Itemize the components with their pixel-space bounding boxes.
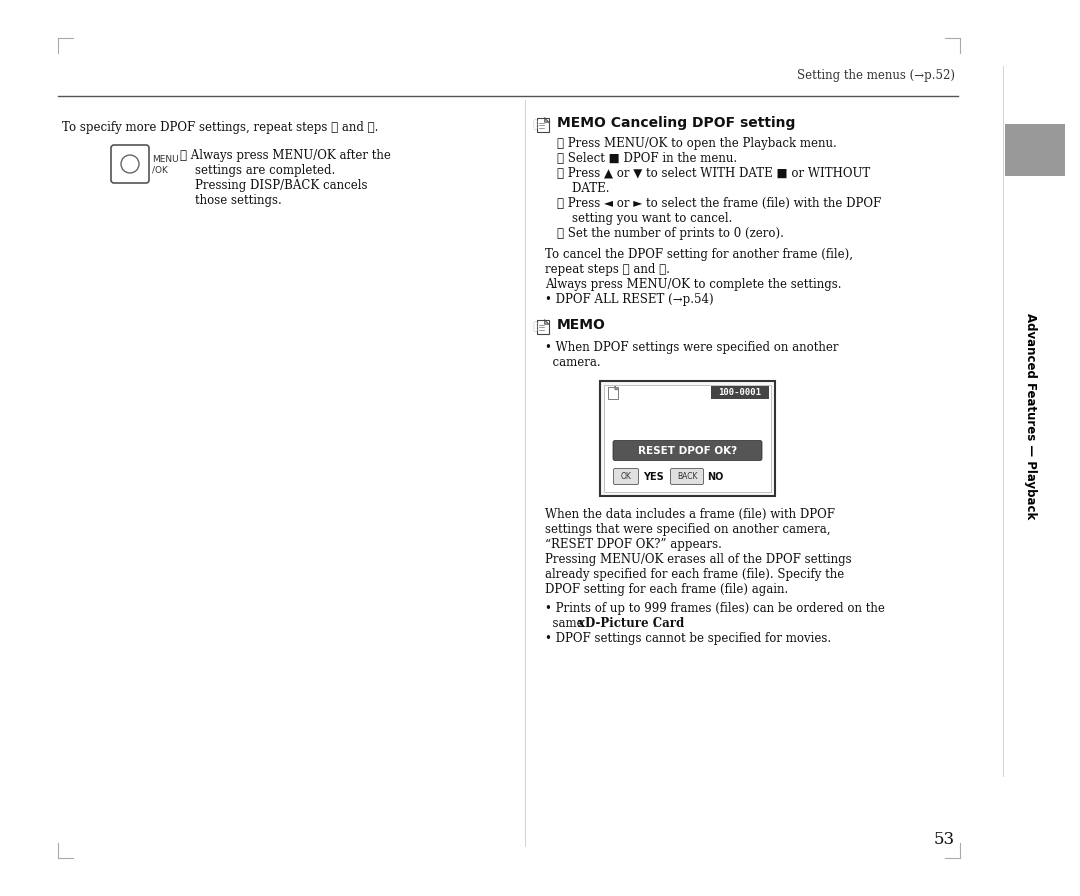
Polygon shape	[615, 386, 618, 390]
Text: MEMO: MEMO	[557, 318, 606, 332]
Text: .: .	[653, 616, 657, 630]
Text: those settings.: those settings.	[180, 194, 282, 207]
Text: RESET DPOF OK?: RESET DPOF OK?	[638, 445, 737, 455]
Text: Setting the menus (→p.52): Setting the menus (→p.52)	[797, 69, 955, 82]
Circle shape	[534, 325, 537, 328]
Text: /OK: /OK	[152, 166, 167, 175]
Text: YES: YES	[643, 471, 664, 481]
Bar	[600, 381, 775, 495]
Polygon shape	[544, 320, 549, 324]
Text: ② Select ■ DPOF in the menu.: ② Select ■ DPOF in the menu.	[557, 152, 738, 165]
Text: 100-0001: 100-0001	[718, 387, 761, 397]
Text: 53: 53	[934, 831, 955, 848]
Text: • DPOF settings cannot be specified for movies.: • DPOF settings cannot be specified for …	[545, 632, 832, 644]
FancyBboxPatch shape	[613, 469, 638, 485]
Text: same: same	[545, 616, 588, 630]
Text: “RESET DPOF OK?” appears.: “RESET DPOF OK?” appears.	[545, 538, 721, 550]
Text: DPOF setting for each frame (file) again.: DPOF setting for each frame (file) again…	[545, 582, 788, 596]
FancyBboxPatch shape	[613, 441, 762, 461]
Text: ③ Press ▲ or ▼ to select WITH DATE ■ or WITHOUT: ③ Press ▲ or ▼ to select WITH DATE ■ or …	[557, 167, 870, 180]
Bar	[537, 118, 549, 132]
Text: Pressing MENU/OK erases all of the DPOF settings: Pressing MENU/OK erases all of the DPOF …	[545, 553, 852, 565]
Text: setting you want to cancel.: setting you want to cancel.	[557, 212, 732, 225]
Text: BACK: BACK	[677, 472, 698, 481]
Text: ④ Press ◄ or ► to select the frame (file) with the DPOF: ④ Press ◄ or ► to select the frame (file…	[557, 197, 881, 210]
Text: To specify more DPOF settings, repeat steps ① and ②.: To specify more DPOF settings, repeat st…	[62, 121, 378, 134]
Text: settings are completed.: settings are completed.	[180, 164, 335, 177]
Bar	[537, 320, 549, 334]
Bar	[711, 385, 769, 399]
Text: Pressing DISP/BACK cancels: Pressing DISP/BACK cancels	[180, 179, 367, 192]
Text: xD-Picture Card: xD-Picture Card	[578, 616, 684, 630]
Text: When the data includes a frame (file) with DPOF: When the data includes a frame (file) wi…	[545, 507, 835, 521]
Bar	[604, 384, 771, 492]
Text: camera.: camera.	[545, 356, 600, 368]
Bar	[608, 386, 618, 399]
Text: ③ Always press MENU/OK after the: ③ Always press MENU/OK after the	[180, 149, 391, 162]
Text: settings that were specified on another camera,: settings that were specified on another …	[545, 522, 831, 536]
Text: already specified for each frame (file). Specify the: already specified for each frame (file).…	[545, 567, 845, 581]
Circle shape	[534, 120, 537, 123]
Circle shape	[534, 322, 537, 325]
Circle shape	[534, 328, 537, 332]
Circle shape	[534, 126, 537, 129]
Text: To cancel the DPOF setting for another frame (file),: To cancel the DPOF setting for another f…	[545, 248, 853, 261]
Text: Always press MENU/OK to complete the settings.: Always press MENU/OK to complete the set…	[545, 278, 841, 291]
Text: • Prints of up to 999 frames (files) can be ordered on the: • Prints of up to 999 frames (files) can…	[545, 601, 885, 615]
Text: MEMO Canceling DPOF setting: MEMO Canceling DPOF setting	[557, 116, 795, 130]
FancyBboxPatch shape	[111, 145, 149, 183]
Text: OK: OK	[621, 472, 632, 481]
Text: • When DPOF settings were specified on another: • When DPOF settings were specified on a…	[545, 340, 838, 354]
Text: MENU: MENU	[152, 154, 178, 163]
Text: Advanced Features — Playback: Advanced Features — Playback	[1024, 313, 1037, 519]
Text: DATE.: DATE.	[557, 182, 609, 195]
Text: ⑤ Set the number of prints to 0 (zero).: ⑤ Set the number of prints to 0 (zero).	[557, 227, 784, 240]
Text: repeat steps ④ and ⑤.: repeat steps ④ and ⑤.	[545, 263, 670, 276]
Text: NO: NO	[707, 471, 724, 481]
Polygon shape	[544, 118, 549, 122]
FancyBboxPatch shape	[671, 469, 703, 485]
Text: ① Press MENU/OK to open the Playback menu.: ① Press MENU/OK to open the Playback men…	[557, 137, 837, 150]
Bar	[1005, 124, 1065, 176]
Text: • DPOF ALL RESET (→p.54): • DPOF ALL RESET (→p.54)	[545, 293, 714, 306]
Circle shape	[534, 123, 537, 126]
